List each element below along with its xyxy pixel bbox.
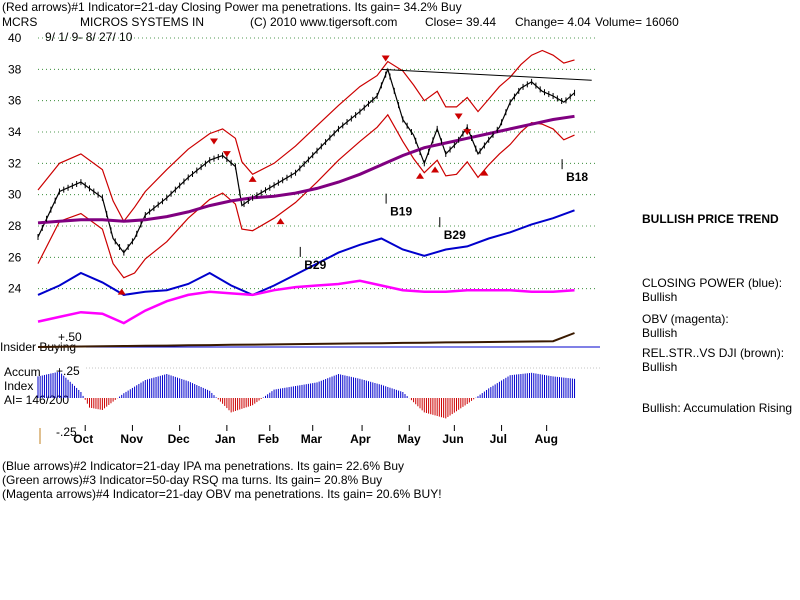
cp-value: Bullish: [642, 290, 678, 304]
change-value: Change= 4.04: [515, 15, 591, 29]
x-tick-label: May: [397, 432, 421, 446]
x-tick-label: Jul: [490, 432, 507, 446]
y-tick-label: 32: [8, 156, 22, 170]
y-tick-label: 26: [8, 250, 22, 264]
red-arrow: [276, 218, 285, 225]
volume-value: Volume= 16060: [595, 15, 679, 29]
y-tick-label: 36: [8, 94, 22, 108]
obv-label: OBV (magenta):: [642, 312, 729, 326]
series-line: [37, 113, 575, 279]
x-tick-label: Jun: [442, 432, 463, 446]
trend-label: BULLISH PRICE TREND: [642, 212, 779, 226]
series-line: [37, 209, 575, 296]
company-name: MICROS SYSTEMS IN: [80, 15, 205, 29]
rs-label: REL.STR..VS DJI (brown):: [642, 346, 785, 360]
annotation-label: B18: [566, 170, 588, 184]
cp-label: CLOSING POWER (blue):: [642, 276, 783, 290]
series-line: [37, 279, 575, 325]
red-arrow: [209, 138, 218, 145]
accum-top: +.25: [56, 364, 80, 378]
red-arrow: [431, 166, 440, 173]
x-tick-label: Dec: [168, 432, 190, 446]
x-tick-label: Mar: [301, 432, 323, 446]
obv-value: Bullish: [642, 326, 678, 340]
x-axis-ticks: Oct Nov Dec Jan Feb Mar Apr May Jun Jul Aug: [39, 425, 558, 446]
indicator-2-line: (Blue arrows)#2 Indicator=21-day IPA ma …: [2, 459, 404, 473]
chart-annotations: B29 B19 B29 B18: [117, 55, 588, 295]
annotation-label: B29: [304, 258, 326, 272]
y-tick-label: 28: [8, 219, 22, 233]
y-tick-label: 34: [8, 125, 22, 139]
red-arrow: [222, 151, 231, 158]
accum-summary: Bullish: Accumulation Rising: [642, 401, 793, 415]
resistance-line: [381, 68, 592, 81]
red-arrow: [248, 175, 257, 182]
ticker: MCRS: [2, 15, 38, 29]
indicator-1-line: (Red arrows)#1 Indicator=21-day Closing …: [2, 0, 462, 14]
annotation-label: B19: [390, 205, 412, 219]
y-tick-label: 38: [8, 62, 22, 76]
insider-value: +.50: [58, 330, 82, 344]
series-line: [37, 114, 575, 225]
accum-bottom: -.25: [56, 425, 77, 439]
indicator-4-line: (Magenta arrows)#4 Indicator=21-day OBV …: [2, 487, 442, 501]
x-tick-label: Feb: [258, 432, 279, 446]
rs-value: Bullish: [642, 360, 678, 374]
x-tick-label: Nov: [120, 432, 143, 446]
ai-value: AI= 146/200: [4, 393, 70, 407]
red-arrow: [463, 129, 472, 136]
accum-label-1: Accum: [4, 365, 41, 379]
series-line: [37, 49, 575, 223]
red-arrow: [117, 288, 126, 295]
red-arrow: [416, 172, 425, 179]
y-tick-label: 24: [8, 282, 22, 296]
x-tick-label: Apr: [350, 432, 371, 446]
accum-index-bars: [37, 367, 600, 419]
x-tick-label: Jan: [215, 432, 236, 446]
indicator-3-line: (Green arrows)#3 Indicator=50-day RSQ ma…: [2, 473, 383, 487]
series-line: [37, 67, 575, 254]
chart-series: [37, 49, 600, 348]
annotation-label: B29: [444, 228, 466, 242]
y-axis-ticks: 24 26 28 30 32 34 36 38 40: [8, 31, 22, 296]
red-arrow: [454, 113, 463, 120]
close-value: Close= 39.44: [425, 15, 497, 29]
red-arrow: [480, 169, 489, 176]
x-tick-label: Aug: [535, 432, 558, 446]
y-tick-label: 40: [8, 31, 22, 45]
copyright: (C) 2010 www.tigersoft.com: [250, 15, 398, 29]
accum-label-2: Index: [4, 379, 34, 393]
red-arrow: [381, 55, 390, 62]
y-tick-label: 30: [8, 188, 22, 202]
chart-grid: [38, 37, 596, 290]
insider-buying-line: [37, 332, 575, 348]
date-range: 9/ 1/ 9- 8/ 27/ 10: [45, 30, 133, 44]
